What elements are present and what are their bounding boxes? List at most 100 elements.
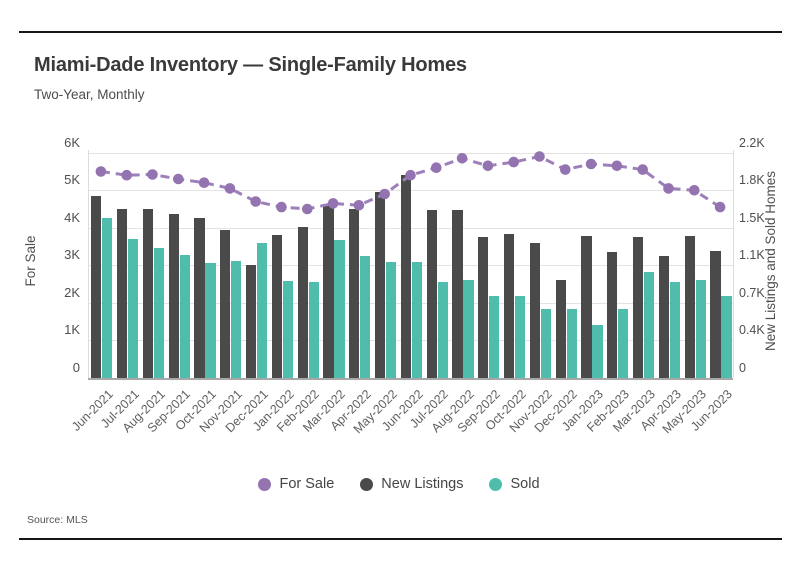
bar-new-listings [246,264,257,378]
left-axis-tick-label: 6K [64,134,80,150]
plot-left-edge [88,150,89,378]
for-sale-point [637,164,648,175]
chart-subtitle: Two-Year, Monthly [34,87,145,102]
bar-sold [153,247,164,378]
bar-new-listings [400,174,412,378]
bar-new-listings [117,208,128,378]
legend-item-new-listings: New Listings [360,476,463,492]
left-axis-tick-label: 3K [64,247,80,263]
legend-item-sold: Sold [489,476,540,492]
for-sale-point [663,183,674,194]
bar-new-listings [323,204,334,378]
bar-sold [618,309,629,378]
bar-sold [566,309,577,378]
for-sale-point [611,160,623,172]
right-axis-tick-label: 0 [739,361,746,375]
bar-sold [514,295,526,378]
for-sale-point [482,160,494,172]
bar-new-listings [581,235,592,378]
for-sale-point [302,203,313,215]
gridline [88,152,733,154]
bar-new-listings [504,233,515,378]
bar-sold [385,261,397,378]
bar-sold [334,239,345,378]
chart-legend: For Sale New Listings Sold [0,476,798,492]
top-rule [19,31,782,33]
for-sale-point [121,169,132,181]
bar-sold [592,325,603,378]
bar-sold [127,239,139,378]
for-sale-point [224,183,236,194]
bar-sold [695,280,706,378]
bar-sold [540,309,551,378]
legend-label: For Sale [279,476,335,492]
for-sale-point [714,201,726,213]
bar-new-listings [529,243,541,378]
bar-sold [205,263,216,378]
bar-new-listings [426,209,437,378]
legend-item-for-sale: For Sale [258,476,334,492]
for-sale-point [250,196,261,207]
bar-sold [669,281,680,378]
legend-dot [360,477,374,491]
left-axis-tick-label: 2K [64,284,80,300]
bar-new-listings [478,236,489,378]
for-sale-point [431,162,442,173]
for-sale-point [276,201,287,213]
bar-sold [721,296,732,378]
for-sale-point [560,164,571,175]
bar-sold [102,218,113,378]
for-sale-point [456,153,468,164]
for-sale-point [585,158,597,170]
left-axis-tick-label: 0 [72,360,80,375]
bar-new-listings [91,196,102,378]
right-axis-tick-label: 1.1K [739,248,765,263]
for-sale-point [198,177,210,188]
for-sale-point [508,156,519,168]
plot-right-edge [733,150,734,378]
source-note: Source: MLS [27,514,88,526]
right-axis-tick-label: 0.7K [739,285,765,300]
bar-new-listings [220,230,231,378]
bar-sold [308,281,319,378]
legend-label: New Listings [381,476,464,492]
left-axis-tick-label: 5K [64,172,80,188]
bar-sold [437,281,448,378]
bar-new-listings [607,251,618,378]
left-axis-tick-label: 1K [64,322,80,338]
right-axis-tick-label: 2.2K [739,135,765,150]
legend-dot [258,477,272,491]
bar-sold [256,242,268,378]
left-axis-tick-label: 4K [64,209,80,225]
right-axis-tick-label: 1.5K [739,210,765,225]
bar-new-listings [633,236,644,378]
legend-dot [489,477,503,491]
bar-new-listings [271,235,283,378]
bar-sold [489,296,500,378]
bar-new-listings [684,236,695,378]
for-sale-point [147,169,158,180]
bar-sold [282,281,293,378]
for-sale-point [95,166,107,177]
legend-label: Sold [510,476,540,492]
bar-sold [643,271,655,378]
for-sale-point [173,173,184,185]
bar-new-listings [349,208,360,378]
bar-new-listings [297,226,308,378]
x-axis-line [88,378,733,380]
right-axis-tick-label: 1.8K [739,173,765,188]
bottom-rule [19,538,782,540]
bar-new-listings [452,209,463,378]
bar-new-listings [555,279,566,378]
bar-new-listings [142,208,154,378]
bar-sold [411,261,422,378]
bar-sold [463,280,474,378]
bar-sold [360,256,371,378]
bar-new-listings [168,213,179,378]
right-axis-tick-label: 0.4K [739,323,765,338]
bar-new-listings [375,191,386,378]
bar-sold [179,254,190,378]
chart-title: Miami-Dade Inventory — Single-Family Hom… [34,54,467,76]
